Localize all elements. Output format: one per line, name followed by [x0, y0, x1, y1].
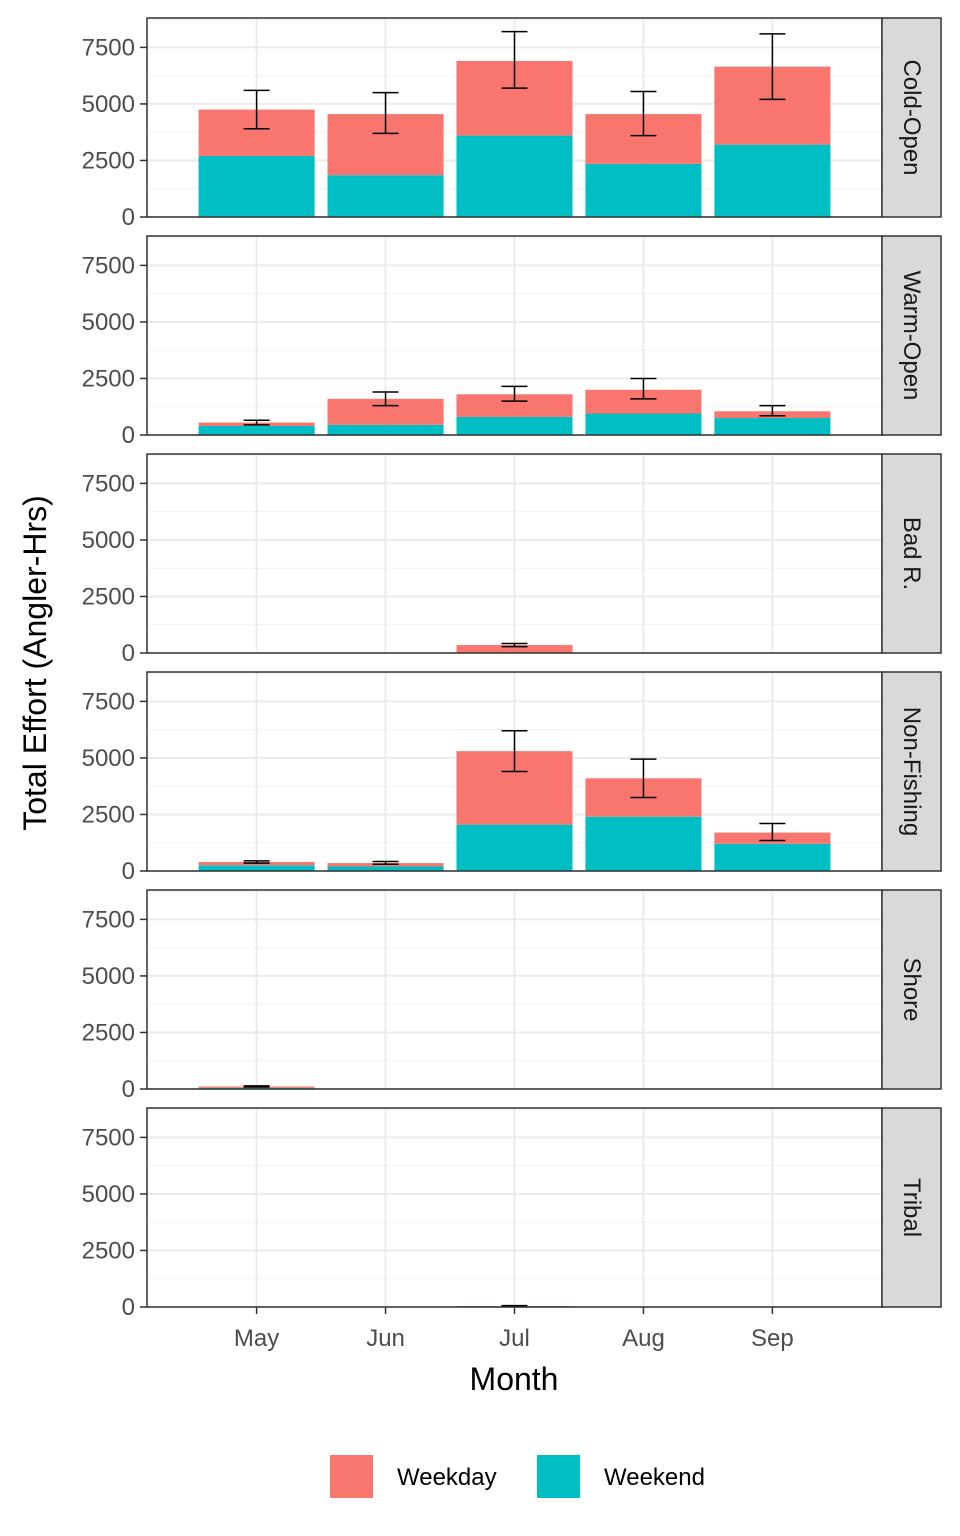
y-tick-label: 5000 [82, 527, 135, 554]
y-tick-label: 5000 [82, 91, 135, 118]
bar-weekday-Jul [456, 645, 573, 653]
facet-strip [881, 235, 942, 436]
x-tick-label-aug: Aug [622, 1325, 665, 1352]
facet-strip [881, 889, 942, 1090]
error-bar-Jul [501, 642, 528, 648]
facet-strip-label: Non-Fishing [898, 707, 925, 836]
facet-panel-0: 0 2500 5000 7500 Cold-Open [82, 17, 942, 231]
error-bar-Jul [501, 30, 528, 89]
bar-weekend-Sep [714, 144, 831, 217]
facet-panel-1: 0 2500 5000 7500 Warm-Open [82, 235, 942, 449]
bar-weekend-Sep [714, 843, 831, 871]
y-tick-label: 7500 [82, 252, 135, 279]
error-bar-Sep [759, 404, 786, 417]
error-bar-Jun [372, 391, 399, 407]
x-tick-label-may: May [234, 1325, 279, 1352]
facet-strip-label: Tribal [898, 1178, 925, 1237]
error-bar-May [243, 1085, 270, 1088]
error-bar-Jun [372, 91, 399, 135]
bar-weekend-Jul [456, 824, 573, 871]
legend-label-weekday: Weekday [397, 1464, 497, 1491]
bar-weekend-Jun [327, 424, 444, 435]
y-tick-label: 0 [122, 204, 135, 231]
bar-weekend-Jul [456, 416, 573, 435]
x-tick-label-jun: Jun [366, 1325, 405, 1352]
legend-key-weekend [537, 1455, 580, 1498]
y-tick-label: 7500 [82, 470, 135, 497]
bar-weekday-Aug [585, 389, 702, 414]
facet-panels: 0 2500 5000 7500 Cold-Open 0 2500 5000 7500 Warm-… [82, 17, 942, 1321]
bar-weekend-Sep [714, 418, 831, 435]
y-tick-label: 2500 [82, 801, 135, 828]
y-tick-label: 0 [122, 1294, 135, 1321]
bar-weekend-Jun [327, 866, 444, 871]
y-tick-label: 7500 [82, 1124, 135, 1151]
error-bar-Aug [630, 758, 657, 799]
y-tick-label: 0 [122, 1076, 135, 1103]
y-tick-label: 7500 [82, 34, 135, 61]
bar-weekend-Aug [585, 413, 702, 435]
y-tick-label: 0 [122, 640, 135, 667]
bar-weekend-May [198, 425, 315, 435]
facet-panel-5: 0 2500 5000 7500 Tribal [82, 1107, 942, 1321]
error-bar-Jul [501, 730, 528, 773]
y-tick-label: 2500 [82, 365, 135, 392]
legend: Weekday Weekend [330, 1455, 705, 1498]
error-bar-Aug [630, 377, 657, 400]
facet-strip-label: Cold-Open [898, 59, 925, 175]
error-bar-Jun [372, 860, 399, 865]
y-tick-label: 0 [122, 858, 135, 885]
facet-strip-label: Shore [898, 957, 925, 1021]
y-tick-label: 5000 [82, 963, 135, 990]
bar-weekend-May [198, 155, 315, 217]
facet-strip-label: Warm-Open [898, 271, 925, 401]
y-tick-label: 2500 [82, 147, 135, 174]
bar-weekday-Jul [456, 394, 573, 417]
error-bar-Sep [759, 822, 786, 842]
bar-weekend-May [198, 865, 315, 871]
y-tick-label: 5000 [82, 1181, 135, 1208]
legend-key-weekday [330, 1455, 373, 1498]
facet-panel-4: 0 2500 5000 7500 Shore [82, 889, 942, 1103]
error-bar-Jul [501, 385, 528, 402]
y-tick-label: 7500 [82, 688, 135, 715]
bar-weekend-Aug [585, 163, 702, 217]
bar-weekend-Aug [585, 816, 702, 871]
x-tick-label-jul: Jul [499, 1325, 530, 1352]
facet-panel-3: 0 2500 5000 7500 Non-Fishing [82, 671, 942, 885]
error-bar-May [243, 860, 270, 864]
error-bar-May [243, 89, 270, 130]
facet-strip-label: Bad R. [898, 517, 925, 590]
y-tick-label: 5000 [82, 745, 135, 772]
legend-label-weekend: Weekend [604, 1464, 705, 1491]
y-tick-label: 7500 [82, 906, 135, 933]
facet-strip [881, 453, 942, 654]
bar-weekend-Jun [327, 175, 444, 217]
y-tick-label: 2500 [82, 1237, 135, 1264]
x-tick-label-sep: Sep [751, 1325, 794, 1352]
y-tick-label: 5000 [82, 309, 135, 336]
x-axis: May Jun Jul Aug Sep [234, 1307, 794, 1352]
error-bar-Sep [759, 33, 786, 101]
facet-strip [881, 17, 942, 218]
x-axis-title: Month [470, 1361, 559, 1397]
error-bar-May [243, 419, 270, 426]
error-bar-Aug [630, 90, 657, 137]
facet-strip [881, 671, 942, 872]
y-tick-label: 2500 [82, 583, 135, 610]
bar-weekend-Jul [456, 135, 573, 217]
facet-strip [881, 1107, 942, 1308]
facet-panel-2: 0 2500 5000 7500 Bad R. [82, 453, 942, 667]
y-axis-title: Total Effort (Angler-Hrs) [17, 495, 53, 831]
y-tick-label: 2500 [82, 1019, 135, 1046]
y-tick-label: 0 [122, 422, 135, 449]
